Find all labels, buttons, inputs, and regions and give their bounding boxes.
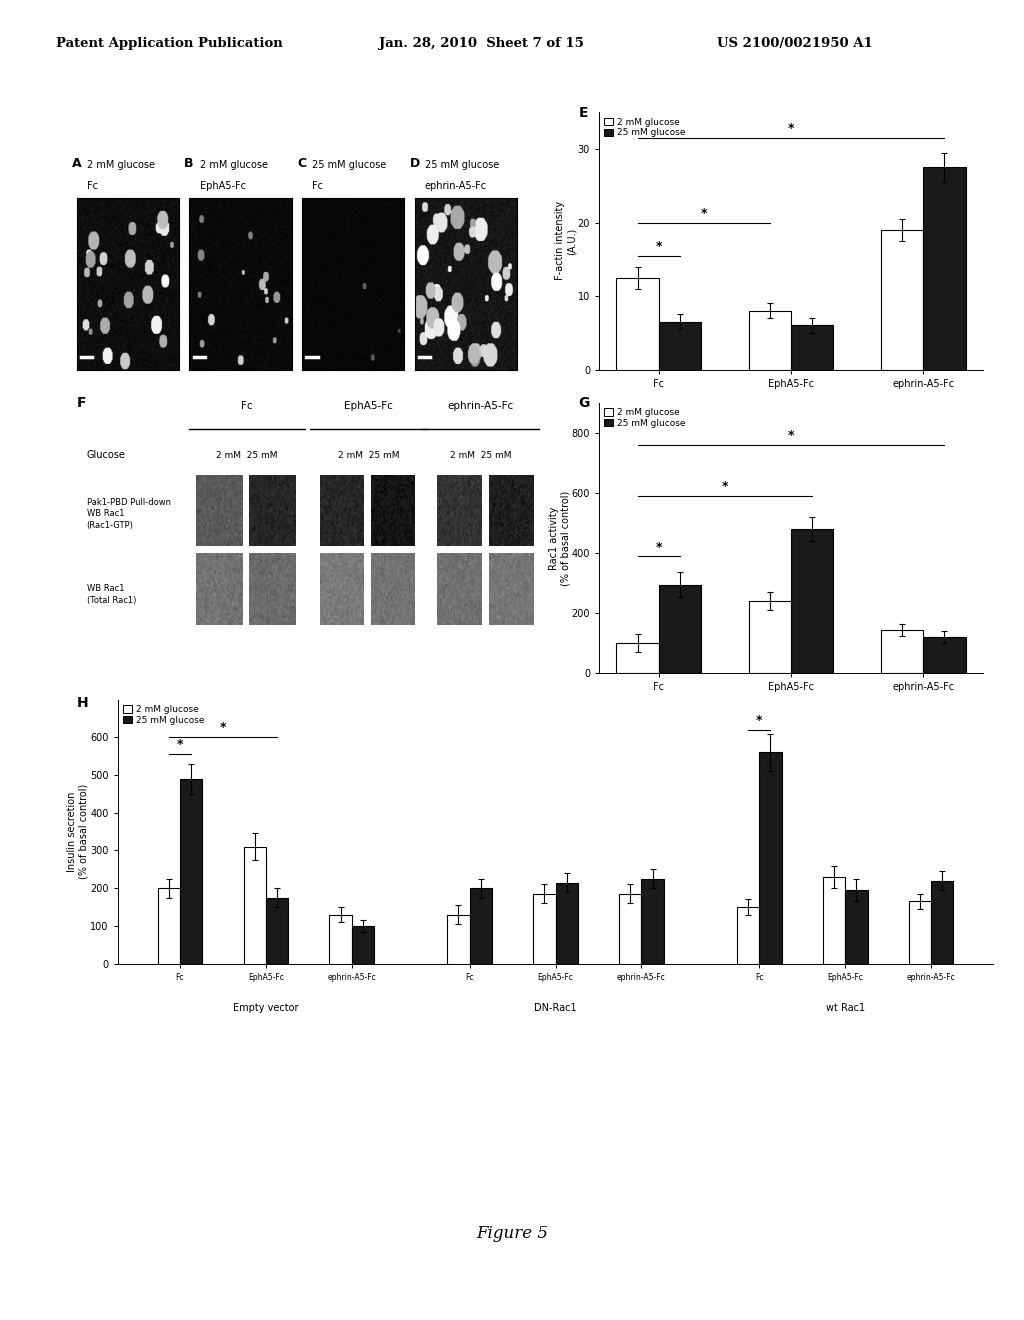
Text: *: * bbox=[787, 121, 795, 135]
Text: A: A bbox=[72, 157, 81, 170]
Bar bbox=[641, 879, 664, 964]
Y-axis label: Insulin secretion
(% of basal control): Insulin secretion (% of basal control) bbox=[68, 784, 89, 879]
Text: 2 mM glucose: 2 mM glucose bbox=[200, 160, 267, 170]
Text: ephrin-A5-Fc: ephrin-A5-Fc bbox=[447, 401, 514, 412]
Text: DN-Rac1: DN-Rac1 bbox=[535, 1003, 577, 1014]
Bar bbox=[791, 326, 834, 370]
Bar bbox=[759, 752, 781, 964]
Bar bbox=[845, 890, 867, 964]
Legend: 2 mM glucose, 25 mM glucose: 2 mM glucose, 25 mM glucose bbox=[122, 704, 205, 726]
Bar bbox=[749, 601, 791, 673]
Bar bbox=[244, 846, 266, 964]
Text: F: F bbox=[77, 396, 86, 411]
Text: EphA5-Fc: EphA5-Fc bbox=[344, 401, 393, 412]
Bar bbox=[266, 898, 289, 964]
Bar bbox=[658, 585, 701, 673]
Text: E: E bbox=[579, 106, 588, 120]
Bar bbox=[881, 230, 924, 370]
Legend: 2 mM glucose, 25 mM glucose: 2 mM glucose, 25 mM glucose bbox=[603, 407, 686, 429]
Text: *: * bbox=[722, 480, 728, 494]
Bar bbox=[924, 638, 966, 673]
Text: Patent Application Publication: Patent Application Publication bbox=[56, 37, 283, 50]
Bar bbox=[822, 876, 845, 964]
Text: 2 mM  25 mM: 2 mM 25 mM bbox=[338, 450, 399, 459]
Bar bbox=[736, 907, 759, 964]
Text: Empty vector: Empty vector bbox=[233, 1003, 299, 1014]
Text: Fc: Fc bbox=[87, 181, 98, 191]
Text: Pak1-PBD Pull-down
WB Rac1
(Rac1-GTP): Pak1-PBD Pull-down WB Rac1 (Rac1-GTP) bbox=[86, 498, 171, 531]
Text: H: H bbox=[77, 696, 88, 710]
Text: *: * bbox=[787, 429, 795, 442]
Text: ephrin-A5-Fc: ephrin-A5-Fc bbox=[425, 181, 487, 191]
Bar bbox=[555, 883, 578, 964]
Bar bbox=[749, 310, 791, 370]
Text: 2 mM  25 mM: 2 mM 25 mM bbox=[216, 450, 278, 459]
Text: G: G bbox=[579, 396, 590, 411]
Text: Fc: Fc bbox=[242, 401, 253, 412]
Bar bbox=[158, 888, 180, 964]
Y-axis label: F-actin intensity
(A.U.): F-actin intensity (A.U.) bbox=[555, 202, 577, 280]
Text: US 2100/0021950 A1: US 2100/0021950 A1 bbox=[717, 37, 872, 50]
Text: Fc: Fc bbox=[312, 181, 324, 191]
Bar bbox=[180, 779, 203, 964]
Bar bbox=[881, 630, 924, 673]
Bar bbox=[791, 529, 834, 673]
Text: D: D bbox=[410, 157, 420, 170]
Text: *: * bbox=[700, 206, 707, 219]
Text: 2 mM  25 mM: 2 mM 25 mM bbox=[450, 450, 511, 459]
Legend: 2 mM glucose, 25 mM glucose: 2 mM glucose, 25 mM glucose bbox=[603, 116, 686, 139]
Text: *: * bbox=[756, 714, 763, 727]
Bar bbox=[931, 880, 953, 964]
Text: 2 mM glucose: 2 mM glucose bbox=[87, 160, 155, 170]
Y-axis label: Rac1 activity
(% of basal control): Rac1 activity (% of basal control) bbox=[549, 490, 570, 586]
Bar bbox=[616, 643, 658, 673]
Text: Figure 5: Figure 5 bbox=[476, 1225, 548, 1242]
Bar bbox=[658, 322, 701, 370]
Bar bbox=[352, 925, 375, 964]
Text: *: * bbox=[655, 240, 663, 252]
Text: 25 mM glucose: 25 mM glucose bbox=[425, 160, 500, 170]
Text: 25 mM glucose: 25 mM glucose bbox=[312, 160, 387, 170]
Text: B: B bbox=[184, 157, 194, 170]
Text: *: * bbox=[655, 540, 663, 553]
Bar bbox=[924, 168, 966, 370]
Bar bbox=[616, 277, 658, 370]
Text: *: * bbox=[220, 721, 226, 734]
Bar bbox=[534, 894, 555, 964]
Bar bbox=[908, 902, 931, 964]
Text: Glucose: Glucose bbox=[86, 450, 125, 459]
Bar bbox=[330, 915, 352, 964]
Text: C: C bbox=[297, 157, 306, 170]
Bar bbox=[620, 894, 641, 964]
Text: WB Rac1
(Total Rac1): WB Rac1 (Total Rac1) bbox=[86, 583, 136, 605]
Bar bbox=[447, 915, 470, 964]
Text: *: * bbox=[177, 738, 183, 751]
Text: wt Rac1: wt Rac1 bbox=[825, 1003, 864, 1014]
Bar bbox=[470, 888, 492, 964]
Text: EphA5-Fc: EphA5-Fc bbox=[200, 181, 246, 191]
Text: Jan. 28, 2010  Sheet 7 of 15: Jan. 28, 2010 Sheet 7 of 15 bbox=[379, 37, 584, 50]
